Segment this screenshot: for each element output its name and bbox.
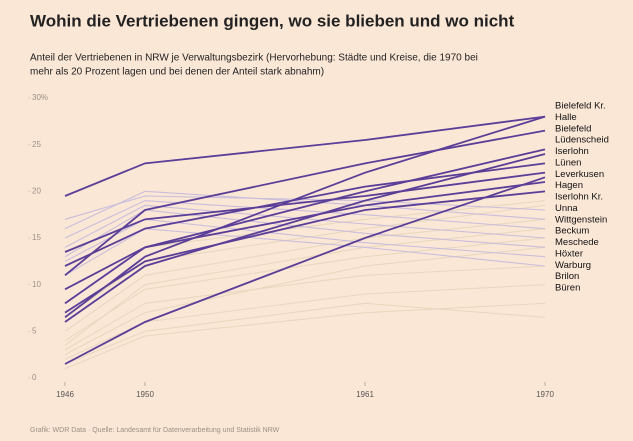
- series-label: Wittgenstein: [555, 214, 607, 225]
- series-label: Leverkusen: [555, 169, 604, 180]
- subtitle: Anteil der Vertriebenen in NRW je Verwal…: [30, 53, 478, 64]
- series-label: Lünen: [555, 157, 581, 168]
- line: [64, 176, 546, 365]
- line: [64, 284, 546, 360]
- x-tick-label: 1950: [136, 390, 154, 399]
- line: [64, 228, 546, 276]
- line: [64, 115, 546, 197]
- line: [64, 181, 546, 291]
- y-tick-label: 20: [32, 186, 41, 195]
- subtitle: mehr als 20 Prozent lagen und bei denen …: [30, 67, 324, 78]
- y-tick-label: 10: [32, 280, 41, 289]
- line: [64, 228, 546, 346]
- y-tick-label: 30%: [32, 93, 48, 102]
- line: [64, 209, 546, 258]
- line: [64, 153, 546, 323]
- y-tick-label: 15: [32, 233, 41, 242]
- series-label: Lüdenscheid: [555, 135, 609, 146]
- x-tick-label: 1970: [536, 390, 554, 399]
- line: [64, 190, 546, 230]
- series-label: Brilon: [555, 271, 579, 282]
- series-label: Halle: [555, 112, 577, 123]
- y-tick-label: 0: [32, 373, 37, 382]
- line: [64, 218, 546, 332]
- line: [64, 171, 546, 253]
- source: Grafik: WDR Data · Quelle: Landesamt für…: [30, 427, 280, 434]
- x-tick-label: 1961: [356, 390, 374, 399]
- series-label: Unna: [555, 203, 578, 214]
- series-label: Iserlohn: [555, 146, 589, 157]
- line: [64, 204, 546, 318]
- line: [64, 148, 546, 305]
- y-tick-label: 5: [32, 326, 37, 335]
- series-label: Büren: [555, 283, 580, 294]
- series-label: Meschede: [555, 237, 599, 248]
- x-tick-label: 1946: [56, 390, 74, 399]
- line: [64, 218, 546, 262]
- line: [64, 129, 546, 277]
- series-label: Höxter: [555, 248, 583, 259]
- series-label: Bielefeld: [555, 123, 591, 134]
- line: [64, 302, 546, 370]
- series-label: Iserlohn Kr.: [555, 192, 603, 203]
- series-label: Warburg: [555, 260, 591, 271]
- series-label: Beckum: [555, 226, 589, 237]
- line: [64, 190, 546, 314]
- line: [64, 302, 546, 365]
- series-label: Hagen: [555, 180, 583, 191]
- chart-title: Wohin die Vertriebenen gingen, wo sie bl…: [30, 11, 515, 30]
- series-label: Bielefeld Kr.: [555, 101, 606, 112]
- y-tick-label: 25: [32, 140, 41, 149]
